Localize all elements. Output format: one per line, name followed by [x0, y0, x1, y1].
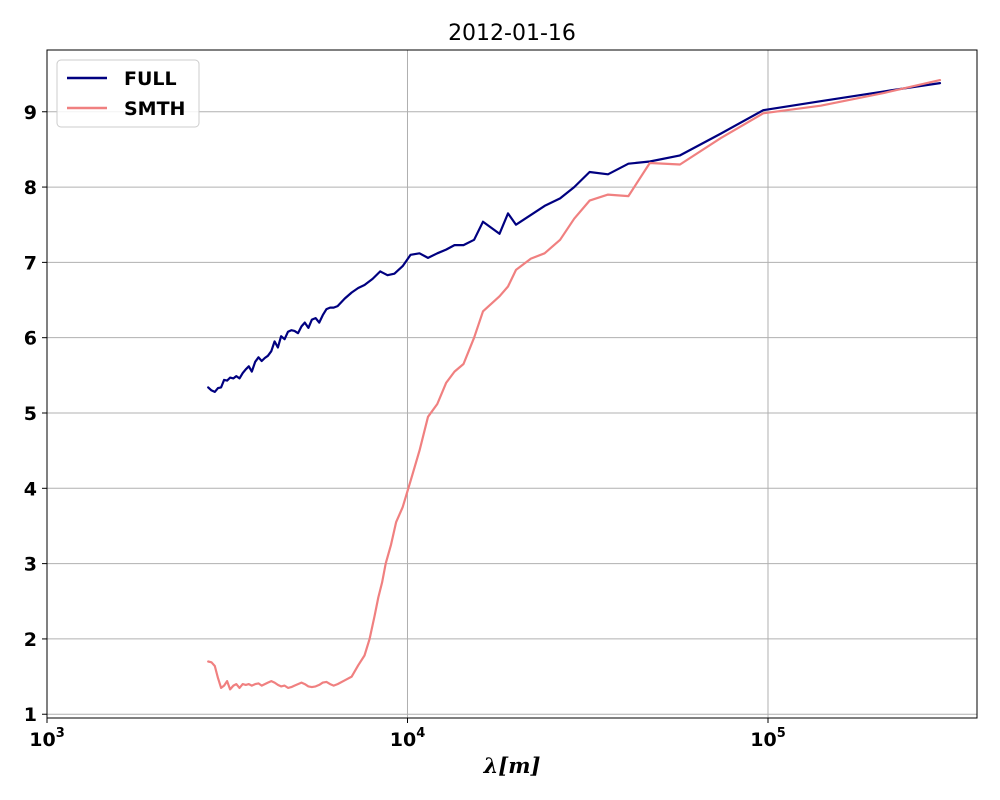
chart-title: 2012-01-16 — [448, 21, 576, 46]
legend-label: FULL — [124, 68, 177, 90]
y-tick-label: 8 — [24, 177, 37, 199]
x-axis-label: λ[m] — [483, 753, 541, 778]
series-line-full — [207, 81, 942, 393]
x-axis: 103 104 105 — [29, 718, 786, 751]
x-tick-label: 105 — [750, 726, 786, 751]
y-tick-label: 2 — [24, 629, 37, 651]
x-tick-label: 104 — [390, 726, 426, 751]
x-tick-label: 103 — [29, 726, 65, 751]
y-tick-label: 3 — [24, 554, 37, 576]
y-tick-label: 1 — [24, 704, 37, 726]
y-tick-label: 9 — [24, 102, 37, 124]
series-line-smth — [207, 78, 942, 691]
grid — [46, 50, 977, 718]
y-tick-label: 6 — [24, 328, 37, 350]
y-tick-label: 5 — [24, 403, 37, 425]
legend-label: SMTH — [124, 98, 185, 120]
y-tick-label: 7 — [24, 252, 37, 274]
series-layer — [207, 78, 942, 691]
y-axis: 1 2 3 4 5 6 7 8 9 — [24, 102, 47, 726]
plot-frame — [46, 49, 978, 719]
y-tick-label: 4 — [24, 478, 37, 500]
legend: FULL SMTH — [56, 59, 200, 128]
